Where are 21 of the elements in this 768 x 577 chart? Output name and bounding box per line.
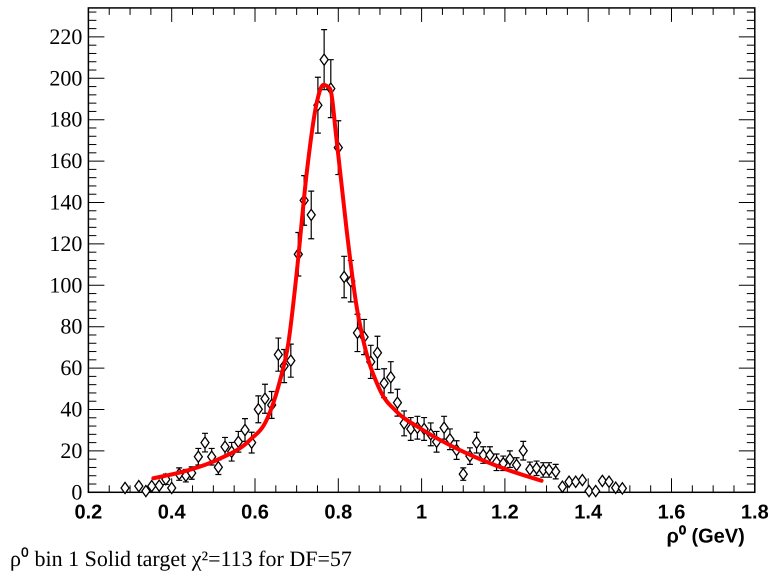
y-tick-label: 100 [49,272,82,298]
x-tick-label: 1.2 [490,501,519,524]
x-axis-title: ρ⁰ (GeV) [666,524,745,548]
y-tick-label: 160 [49,148,82,174]
y-tick-label: 40 [60,396,82,422]
x-tick-label: 1.8 [740,501,768,524]
y-tick-label: 120 [49,230,82,256]
x-tick-label: 0.4 [158,501,186,524]
x-tick-label: 0.6 [241,501,269,524]
y-tick-label: 180 [49,106,82,132]
y-tick-label: 80 [60,314,82,339]
x-tick-label: 0.8 [324,501,352,524]
y-tick-label: 60 [60,355,82,380]
text: ρ⁰ bin 1 Solid target χ²=113 for DF=57 [10,546,352,571]
x-tick-label: 1.6 [658,501,686,524]
x-tick-label: 1 [416,501,428,524]
x-tick-label: 1.4 [574,501,603,524]
y-tick-label: 20 [60,438,82,463]
y-tick-label: 200 [49,65,82,90]
y-tick-label: 140 [49,190,82,214]
y-tick-label: 220 [49,24,82,49]
